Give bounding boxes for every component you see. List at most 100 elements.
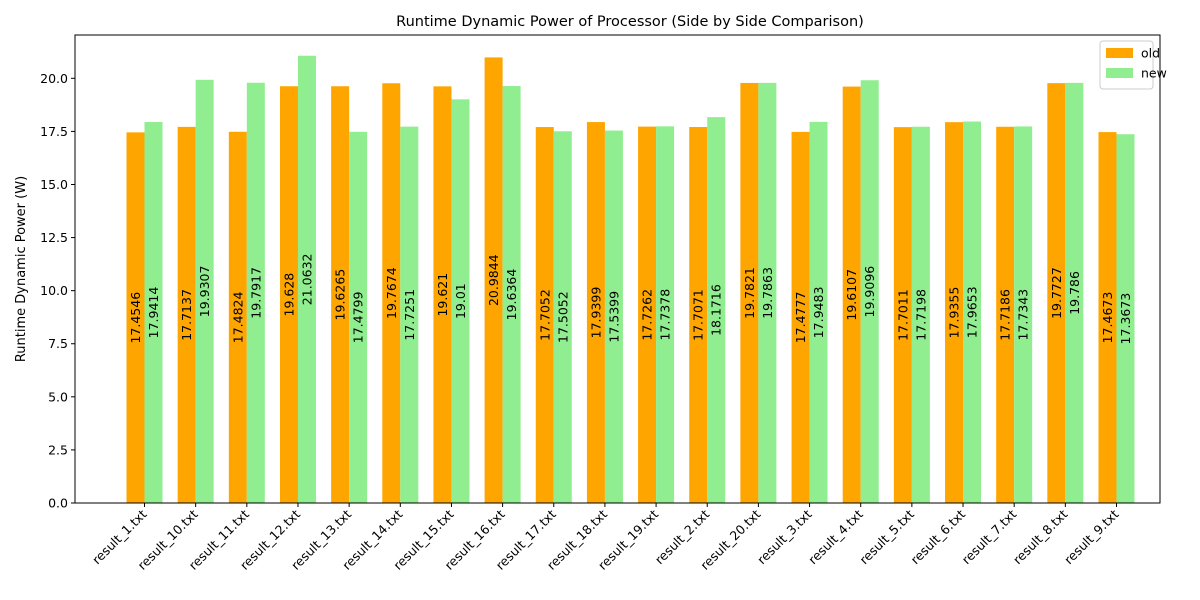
legend: old new (1099, 40, 1167, 90)
data-label-new: 17.5399 (606, 291, 621, 343)
bar-old (228, 131, 247, 504)
bar-new (144, 122, 163, 504)
data-label-new: 19.9307 (197, 266, 212, 318)
bar-old (433, 86, 452, 504)
bar-old (945, 122, 964, 503)
bar-old (535, 127, 554, 504)
bar-old (177, 126, 196, 503)
legend-label-old: old (1141, 46, 1160, 61)
bar-old (382, 83, 401, 504)
bar-old (331, 86, 350, 504)
bar-old (1047, 83, 1066, 504)
bar-new (349, 131, 368, 503)
bar-new (963, 121, 982, 503)
bar-old (740, 82, 759, 503)
data-label-new: 18.1716 (709, 284, 724, 336)
bar-old (893, 127, 912, 503)
data-label-new: 17.9414 (146, 287, 161, 339)
y-tick-label: 0.0 (48, 496, 68, 511)
bar-new (451, 99, 470, 503)
data-label-old: 17.7186 (998, 289, 1013, 341)
bar-old (279, 86, 298, 503)
bar-old (126, 132, 145, 503)
data-label-new: 17.5052 (555, 291, 570, 343)
bar-new (1014, 126, 1033, 504)
data-label-old: 17.9399 (588, 287, 603, 339)
bar-new (246, 82, 265, 504)
bar-old (484, 57, 503, 504)
y-tick-label: 10.0 (40, 283, 68, 298)
bar-new (911, 126, 930, 503)
data-label-old: 19.7727 (1049, 267, 1064, 319)
bar-new (297, 55, 316, 504)
y-tick-label: 12.5 (40, 230, 68, 245)
bar-new (1065, 82, 1084, 504)
bar-new (553, 131, 572, 503)
bar-new (809, 121, 828, 504)
y-tick-label: 15.0 (40, 177, 68, 192)
data-label-old: 17.4673 (1100, 292, 1115, 344)
data-label-new: 19.7863 (760, 267, 775, 319)
x-axis: result_1.txtresult_10.txtresult_11.txtre… (89, 503, 1122, 573)
bar-new (656, 126, 675, 504)
bar-new (604, 130, 623, 503)
data-label-old: 19.628 (281, 273, 296, 317)
data-label-new: 19.786 (1067, 271, 1082, 315)
data-label-new: 19.7917 (248, 267, 263, 319)
data-label-old: 19.6265 (333, 269, 348, 321)
data-label-old: 19.6107 (844, 269, 859, 321)
data-label-new: 19.01 (453, 283, 468, 319)
y-axis: 0.0 2.5 5.0 7.5 10.0 12.5 15.0 17.5 20.0 (40, 71, 75, 511)
bar-old (791, 131, 810, 504)
bar-new (502, 86, 521, 503)
y-tick-label: 20.0 (40, 71, 68, 86)
y-axis-label: Runtime Dynamic Power (W) (14, 176, 29, 362)
data-label-new: 17.4799 (351, 292, 366, 344)
y-tick-label: 7.5 (48, 336, 68, 351)
bar-old (996, 126, 1015, 504)
data-label-new: 17.7378 (658, 289, 673, 341)
bars-layer: 17.4546 17.9414 17.7137 19.9307 17.4824 19.79… (126, 55, 1135, 504)
y-tick-label: 17.5 (40, 124, 68, 139)
data-label-old: 17.4777 (793, 292, 808, 344)
data-label-new: 17.7198 (913, 289, 928, 341)
data-label-old: 17.7262 (640, 289, 655, 341)
bar-old (842, 86, 861, 503)
data-label-old: 17.9355 (947, 287, 962, 339)
data-label-new: 17.3673 (1118, 293, 1133, 345)
data-label-new: 19.9096 (862, 266, 877, 318)
legend-swatch-new (1106, 68, 1133, 78)
bar-new (1116, 134, 1135, 503)
bar-new (195, 79, 214, 504)
data-label-old: 19.7674 (384, 267, 399, 319)
data-label-old: 19.7821 (742, 267, 757, 319)
bar-new (758, 82, 777, 503)
bar-new (400, 126, 419, 503)
data-label-old: 17.7011 (895, 289, 910, 341)
data-label-new: 17.9653 (965, 286, 980, 338)
data-label-old: 17.4824 (230, 292, 245, 344)
data-label-old: 17.4546 (128, 292, 143, 344)
data-label-old: 19.621 (435, 273, 450, 317)
bar-old (1098, 132, 1117, 503)
legend-swatch-old (1106, 48, 1133, 58)
legend-label-new: new (1141, 66, 1167, 81)
data-label-new: 17.7343 (1016, 289, 1031, 341)
data-label-new: 19.6364 (504, 269, 519, 321)
bar-new (707, 117, 726, 504)
data-label-new: 17.7251 (402, 289, 417, 341)
data-label-old: 17.7071 (691, 289, 706, 341)
bar-old (586, 122, 605, 503)
chart-title: Runtime Dynamic Power of Processor (Side… (396, 14, 864, 30)
data-label-old: 17.7137 (179, 289, 194, 341)
y-tick-label: 2.5 (48, 442, 68, 457)
bar-old (689, 127, 708, 504)
data-label-old: 20.9844 (486, 254, 501, 306)
plot-frame (74, 34, 1161, 504)
x-tick-label: result_9.txt (1061, 506, 1122, 567)
data-label-new: 17.9483 (811, 287, 826, 339)
data-label-new: 21.0632 (299, 254, 314, 306)
bar-old (638, 126, 657, 504)
y-tick-label: 5.0 (48, 389, 68, 404)
